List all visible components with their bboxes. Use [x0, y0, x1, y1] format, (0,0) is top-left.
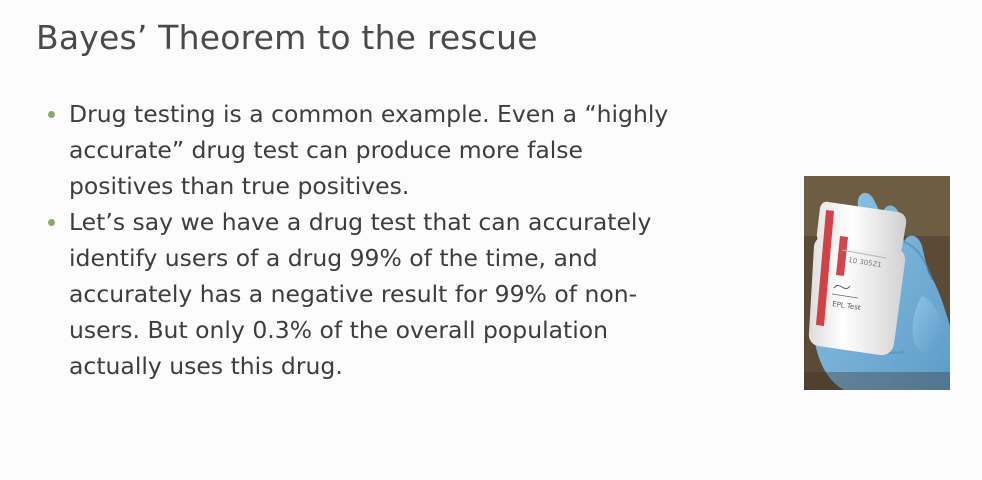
bullet-list: Drug testing is a common example. Even a… — [48, 96, 738, 384]
bullet-line: Drug testing is a common example. Even a… — [69, 100, 669, 128]
bullet-line: users. But only 0.3% of the overall popu… — [69, 316, 609, 344]
slide-title: Bayes’ Theorem to the rescue — [36, 18, 538, 57]
bottle-label: EPL Test — [832, 300, 862, 312]
bullet-dot-icon — [48, 219, 55, 226]
bullet-line: accurately has a negative result for 99%… — [69, 280, 638, 308]
bullet-item: Drug testing is a common example. Even a… — [48, 96, 738, 204]
bullet-line: Let’s say we have a drug test that can a… — [69, 208, 652, 236]
bullet-item: Let’s say we have a drug test that can a… — [48, 204, 738, 384]
bullet-line: positives than true positives. — [69, 172, 410, 200]
bullet-dot-icon — [48, 111, 55, 118]
bullet-line: actually uses this drug. — [69, 352, 343, 380]
gloved-hand-holding-specimen-bottle-icon: 10 305Z1 EPL Test — [804, 176, 950, 390]
drug-test-photo: 10 305Z1 EPL Test — [804, 176, 950, 390]
bullet-line: identify users of a drug 99% of the time… — [69, 244, 598, 272]
bullet-line: accurate” drug test can produce more fal… — [69, 136, 584, 164]
